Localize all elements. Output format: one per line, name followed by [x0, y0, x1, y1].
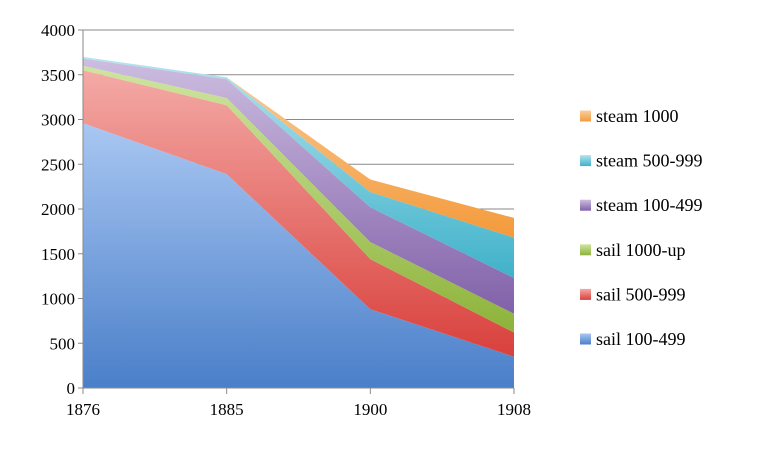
legend-label-sail-500-999: sail 500-999 — [596, 284, 686, 304]
y-tick-label-2500: 2500 — [41, 155, 75, 174]
y-tick-label-3000: 3000 — [41, 111, 75, 130]
y-tick-label-1000: 1000 — [41, 290, 75, 309]
legend-swatch-sail-100-499 — [580, 333, 591, 345]
y-tick-label-3500: 3500 — [41, 66, 75, 85]
area-steam-1000 — [83, 56, 514, 238]
y-tick-label-500: 500 — [50, 334, 76, 353]
legend: steam 1000 steam 500-999 steam 100-499 sail… — [580, 106, 702, 349]
x-tick-label-1900: 1900 — [353, 400, 387, 419]
legend-swatch-steam-100-499 — [580, 199, 591, 211]
legend-label-sail-100-499: sail 100-499 — [596, 329, 686, 349]
legend-label-steam-100-499: steam 100-499 — [596, 195, 702, 215]
area-sail-500-999 — [83, 70, 514, 357]
area-steam-100-499 — [83, 58, 514, 314]
legend-swatch-steam-500-999 — [580, 155, 591, 167]
x-tick-label-1876: 1876 — [66, 400, 100, 419]
area-sail-1000-up — [83, 65, 514, 333]
legend-swatch-steam-1000 — [580, 110, 591, 122]
legend-swatch-sail-1000-up — [580, 244, 591, 256]
y-tick-label-1500: 1500 — [41, 245, 75, 264]
y-tick-label-2000: 2000 — [41, 200, 75, 219]
legend-label-sail-1000-up: sail 1000-up — [596, 240, 686, 260]
x-tick-label-1908: 1908 — [497, 400, 531, 419]
legend-label-steam-500-999: steam 500-999 — [596, 151, 702, 171]
area-steam-500-999 — [83, 56, 514, 278]
area-sail-100-499 — [83, 123, 514, 388]
y-tick-label-4000: 4000 — [41, 21, 75, 40]
legend-label-steam-1000: steam 1000 — [596, 106, 679, 126]
y-tick-label-0: 0 — [67, 379, 76, 398]
legend-swatch-sail-500-999 — [580, 288, 591, 300]
axes: 0 500 1000 1500 2000 2500 3000 3500 4000 1876 1885… — [41, 21, 531, 419]
area-series — [83, 56, 514, 388]
x-tick-label-1885: 1885 — [210, 400, 244, 419]
